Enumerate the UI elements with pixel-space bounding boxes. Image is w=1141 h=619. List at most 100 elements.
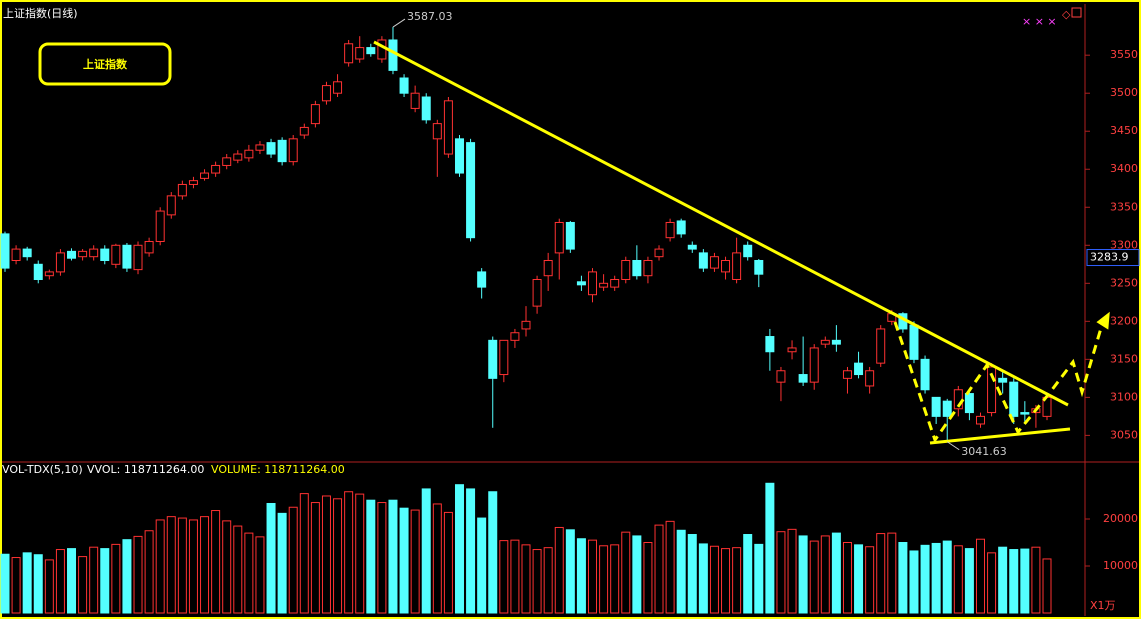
volume-bar — [942, 540, 952, 614]
candle-body — [155, 210, 165, 242]
volume-bar — [1009, 549, 1019, 614]
volume-bar — [177, 517, 187, 614]
candle-body — [521, 320, 531, 330]
candle-body — [687, 244, 697, 250]
volume-bar — [255, 536, 265, 614]
volume-bar — [543, 547, 553, 614]
candle-body — [344, 43, 354, 64]
y-tick-label: 3500 — [1110, 86, 1138, 99]
volume-bar — [588, 539, 598, 614]
toolbar-icon[interactable]: ◇ — [1062, 8, 1071, 21]
badge: 上证指数 — [83, 57, 128, 71]
volume-bar — [654, 524, 664, 614]
volume-bar — [765, 482, 775, 614]
volume-bar — [89, 546, 99, 614]
candle-body — [820, 339, 830, 345]
candle-body — [377, 39, 387, 60]
volume-bar — [477, 517, 487, 614]
candle-body — [488, 339, 498, 379]
trendline — [373, 40, 1069, 407]
volume-bar — [776, 531, 786, 614]
volume-bar — [410, 509, 420, 614]
volume-bar — [421, 488, 431, 614]
candle-body — [676, 220, 686, 235]
candle-body — [632, 259, 642, 277]
candle-body — [11, 248, 21, 261]
volume-bar — [876, 533, 886, 614]
volume-bar — [288, 506, 298, 614]
candle-body — [443, 100, 453, 155]
volume-bar — [865, 546, 875, 614]
annotation: 3587.03 — [407, 10, 453, 23]
last-price: 3283.9 — [1090, 251, 1129, 264]
candle-body — [255, 144, 265, 151]
volume-bar — [233, 525, 243, 614]
candles — [0, 27, 1052, 614]
volume-bar — [277, 512, 287, 614]
volume-bar — [632, 535, 642, 614]
toolbar-icons[interactable]: × × × — [1022, 15, 1057, 28]
candle-body — [876, 328, 886, 364]
candle-body — [576, 281, 586, 286]
candle-body — [388, 39, 398, 71]
volume-bar — [454, 484, 464, 614]
volume-bar — [621, 531, 631, 614]
volume-bar — [1031, 546, 1041, 614]
y-tick-label: 3450 — [1110, 124, 1138, 137]
y-tick-label: 3300 — [1110, 238, 1138, 251]
volume-bar — [432, 503, 442, 614]
volume-bar — [964, 548, 974, 614]
candle-body — [44, 271, 54, 277]
volume-bar — [831, 532, 841, 614]
y-tick-label: 3250 — [1110, 276, 1138, 289]
volume-bar — [266, 502, 276, 614]
candle-body — [499, 339, 509, 376]
candle-body — [909, 324, 919, 360]
candle-body — [754, 259, 764, 275]
candle-body — [355, 47, 365, 60]
candle-body — [333, 81, 343, 94]
candle-body — [299, 126, 309, 136]
volume-bar — [909, 550, 919, 614]
volume-bar — [11, 557, 21, 614]
candle-body — [144, 240, 154, 254]
volume-bar — [133, 535, 143, 614]
volume-bar — [166, 516, 176, 614]
candle-body — [698, 252, 708, 269]
candle-body — [621, 259, 631, 281]
volume-bar — [344, 491, 354, 614]
volume-bar — [377, 502, 387, 614]
candle-body — [920, 358, 930, 391]
candle-body — [964, 393, 974, 414]
candle-body — [477, 271, 487, 288]
candle-body — [266, 142, 276, 155]
volume-bar — [122, 539, 132, 614]
volume-bar — [388, 499, 398, 614]
volume-bar — [67, 548, 77, 614]
candle-body — [133, 244, 143, 271]
candle-body — [842, 370, 852, 379]
candle-body — [809, 347, 819, 383]
volume-bar — [554, 526, 564, 614]
volume-bar — [399, 507, 409, 614]
y-tick-label: 3550 — [1110, 48, 1138, 61]
candle-body — [1020, 412, 1030, 415]
candle-body — [55, 252, 65, 273]
volume-bar — [466, 488, 476, 614]
volume-bar — [898, 542, 908, 614]
volume-bar — [709, 545, 719, 614]
y-tick-label: 3050 — [1110, 428, 1138, 441]
volume-bar — [987, 552, 997, 614]
volume-bar — [211, 510, 221, 614]
candle-body — [654, 248, 664, 258]
volume-bar — [743, 534, 753, 614]
volume-bar — [643, 542, 653, 614]
volume-bar — [510, 539, 520, 614]
candle-body — [78, 250, 88, 258]
toolbar-icon[interactable] — [1071, 7, 1082, 18]
badge-box — [38, 42, 172, 86]
volume-bar — [310, 502, 320, 614]
candle-body — [466, 142, 476, 239]
